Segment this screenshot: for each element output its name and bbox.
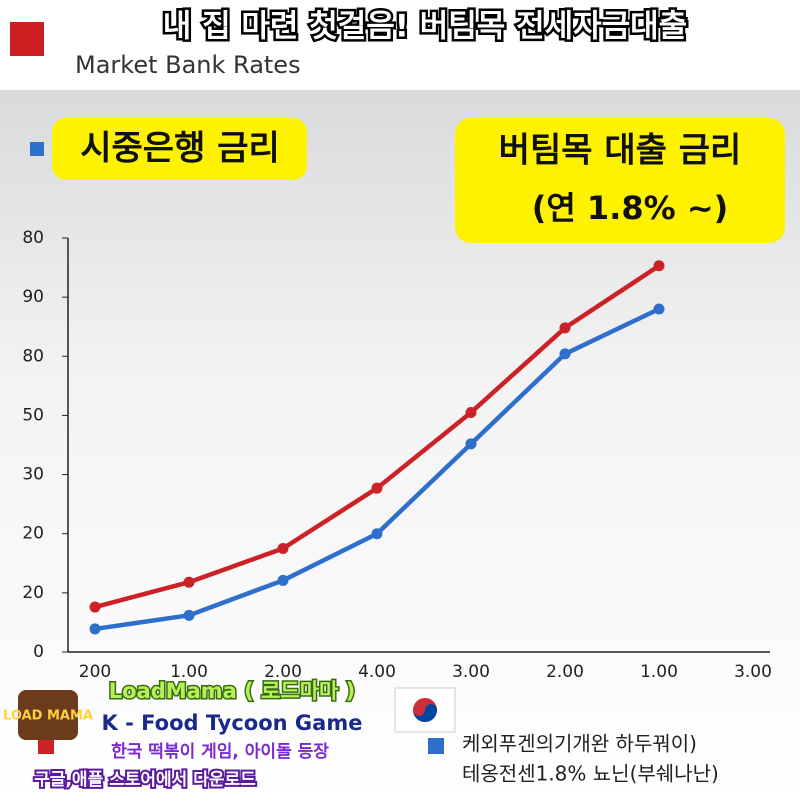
chart-title: 내 집 마련 첫걸음! 버팀목 전세자금대출 xyxy=(163,9,687,45)
chart-subtitle: Market Bank Rates xyxy=(75,51,301,79)
ad-tagline[interactable]: 한국 떡볶이 게임, 아이돌 등장 xyxy=(109,739,331,764)
flag xyxy=(394,687,456,733)
data-point xyxy=(371,528,383,540)
data-point xyxy=(465,406,477,418)
legend-swatch xyxy=(38,738,54,754)
y-tick-label: 50 xyxy=(22,405,44,425)
logo-square xyxy=(10,22,44,56)
data-point xyxy=(559,348,571,360)
annotation: (연 1.8% ~) xyxy=(532,189,729,227)
data-point xyxy=(89,601,101,613)
x-tick-label: 2.00 xyxy=(264,662,302,682)
data-point xyxy=(183,576,195,588)
legend-label: 버팀목 대출 금리 xyxy=(499,131,742,171)
data-point xyxy=(89,623,101,635)
legend-label: 시중은행 금리 xyxy=(80,129,280,169)
y-tick-label: 30 xyxy=(22,465,44,485)
legend-badge xyxy=(455,118,785,243)
ad-download[interactable]: 구글,애플 스토어에서 다운로드 xyxy=(32,768,258,792)
y-tick-label: 20 xyxy=(22,583,44,603)
x-tick-label: 2.00 xyxy=(546,662,584,682)
y-tick-label: 80 xyxy=(22,346,44,366)
data-point xyxy=(465,438,477,450)
data-point xyxy=(559,322,571,334)
data-point xyxy=(653,303,665,315)
x-tick-label: 1.00 xyxy=(640,662,678,682)
ad-logo-text: LOAD MAMA xyxy=(3,709,93,724)
data-point xyxy=(277,543,289,554)
ad-logo xyxy=(18,690,78,740)
data-point xyxy=(653,260,665,272)
ad-game[interactable]: K - Food Tycoon Game xyxy=(100,709,365,737)
legend-badge xyxy=(52,118,307,180)
x-tick-label: 3.00 xyxy=(452,662,490,682)
data-point xyxy=(183,609,195,621)
x-tick-label: 200 xyxy=(79,662,111,682)
data-point xyxy=(371,482,383,494)
y-tick-label: 90 xyxy=(22,287,44,307)
flag-mark xyxy=(413,704,437,722)
legend-note: 테옹전센1.8% 뇨닌(부쉐나난) xyxy=(462,762,719,786)
x-tick-label: 1.00 xyxy=(170,662,208,682)
x-tick-label: 3.00 xyxy=(734,662,772,682)
y-tick-label: 20 xyxy=(22,524,44,544)
legend-note: 케외푸겐의기개완 하두꿔이) xyxy=(462,732,697,756)
x-tick-label: 4.00 xyxy=(358,662,396,682)
legend-swatch xyxy=(428,738,444,754)
y-tick-label: 0 xyxy=(33,642,44,662)
legend-swatch xyxy=(30,142,44,156)
data-point xyxy=(277,574,289,586)
y-tick-label: 80 xyxy=(22,228,44,248)
ad-brand[interactable]: LoadMama ( 로드마마 ) xyxy=(107,678,357,705)
